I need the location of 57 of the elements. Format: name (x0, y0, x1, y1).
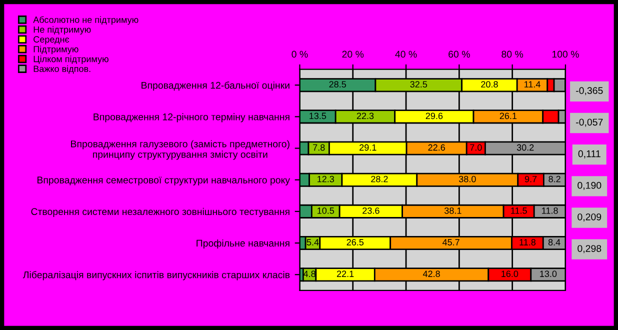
text: 0,111 (578, 150, 600, 158)
data-label: 45.7 (442, 239, 460, 246)
data-label: 29.1 (360, 144, 376, 151)
data-label: 22.3 (356, 112, 374, 120)
legend-label: Не підтримую (34, 26, 91, 35)
data-label: 38.1 (444, 207, 462, 214)
data-label: 5.4 (306, 239, 319, 246)
x-tick-label: 100 % (552, 50, 579, 58)
text: 0,190 (578, 182, 602, 190)
text: -0,365 (576, 87, 603, 96)
data-label: 26.5 (346, 239, 364, 246)
x-tick-label: 80 % (502, 50, 524, 58)
legend-label: Підтримую (34, 46, 78, 54)
legend-label: Абсолютно не підтримую (33, 16, 138, 25)
data-label: 13.0 (540, 270, 557, 278)
y-tick-label: Профільне навчання (196, 240, 290, 249)
x-tick-label: 0 % (292, 50, 308, 58)
data-label: 32.5 (410, 81, 428, 88)
y-tick-label: Впровадження галузевого (замість предметного) принципу структурування змісту освіти (71, 140, 290, 160)
y-tick-label: Лібералізація випускних іспитів випускників старших класів (22, 271, 290, 280)
x-tick-label: 60 % (448, 50, 470, 58)
text: -0,057 (576, 118, 603, 127)
data-label: 13.5 (310, 112, 326, 120)
data-label: 11.8 (520, 239, 536, 246)
data-label: 10.5 (318, 207, 334, 214)
y-tick-label: Впровадження семестрової структури навчального року (38, 176, 290, 186)
data-label: 12.3 (318, 176, 334, 182)
text: 0,209 (578, 213, 602, 222)
data-label: 22.1 (336, 270, 354, 277)
legend-label: Цілком підтримую (34, 56, 108, 64)
data-label: 8.2 (548, 176, 560, 182)
data-label: 38.0 (458, 176, 476, 182)
data-label: 8.4 (548, 239, 560, 246)
y-tick-label: Впровадження 12-річного терміну навчання (94, 113, 290, 122)
data-label: 22.6 (428, 144, 445, 151)
data-label: 11.5 (511, 208, 527, 214)
data-label: 16.0 (502, 270, 518, 278)
data-label: 30.2 (516, 144, 534, 151)
data-label: 20.8 (481, 81, 498, 88)
legend-label: Важко відпов. (34, 65, 90, 74)
data-label: 23.6 (362, 207, 380, 214)
data-label: 29.6 (426, 112, 443, 120)
data-label: 7.8 (313, 144, 325, 151)
data-label: 11.8 (542, 207, 558, 214)
data-label: 9.7 (524, 176, 537, 182)
legend-label: Середнє (34, 36, 70, 44)
data-label: 28.5 (329, 81, 346, 88)
data-label: 7.0 (470, 144, 482, 151)
x-tick-label: 20 % (342, 50, 364, 58)
y-tick-label: Створення системи незалежного зовнішнього тестування (31, 208, 290, 217)
data-label: 11.4 (524, 81, 540, 88)
text: 0,298 (578, 245, 602, 254)
x-tick-label: 40 % (395, 50, 417, 58)
y-tick-label: Впровадження 12-бальної оцінки (142, 82, 290, 91)
data-label: 42.8 (422, 270, 440, 278)
data-label: 28.2 (371, 176, 388, 182)
data-label: 26.1 (500, 112, 517, 120)
